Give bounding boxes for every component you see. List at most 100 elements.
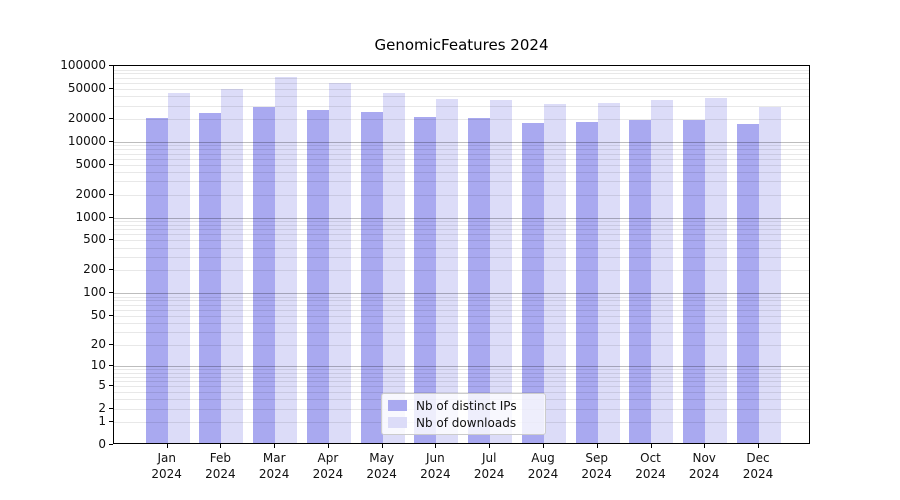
minor-gridline [114, 270, 809, 272]
y-tick-label: 50 [90, 307, 106, 322]
y-tick [109, 343, 113, 345]
chart-title: GenomicFeatures 2024 [374, 36, 549, 54]
bar-downloads-feb [221, 88, 244, 443]
y-tick [109, 407, 113, 409]
bar-downloads-jan [167, 92, 190, 443]
x-tick-label: Jun 2024 [420, 451, 451, 481]
x-tick [650, 444, 652, 448]
minor-gridline [114, 229, 809, 231]
y-tick-label: 200 [83, 262, 106, 277]
legend-swatch-distinct-ips-icon [388, 400, 407, 411]
minor-gridline [114, 300, 809, 302]
y-tick [109, 87, 113, 89]
bar-downloads-may [382, 92, 405, 443]
y-tick-label: 2 [98, 400, 106, 415]
x-tick-label: Apr 2024 [312, 451, 344, 481]
y-tick-label: 20 [90, 336, 106, 351]
minor-gridline [114, 194, 809, 196]
x-tick-label: May 2024 [366, 451, 397, 481]
bar-distinct-ips-aug [521, 123, 544, 443]
x-tick [220, 444, 222, 448]
y-tick [109, 444, 113, 445]
legend-item-downloads: Nb of downloads [386, 416, 541, 430]
minor-gridline [114, 376, 809, 378]
minor-gridline [114, 82, 809, 84]
y-tick-label: 2000 [75, 186, 106, 201]
x-tick [435, 444, 437, 448]
x-tick-label: Jul 2024 [473, 451, 505, 481]
minor-gridline [114, 372, 809, 374]
minor-gridline [114, 309, 809, 311]
x-tick [596, 444, 598, 448]
minor-gridline [114, 105, 809, 107]
bar-distinct-ips-apr [306, 109, 329, 443]
y-tick-label: 500 [83, 232, 106, 247]
x-tick-label: Nov 2024 [688, 451, 720, 481]
x-tick-label: Mar 2024 [258, 451, 290, 481]
minor-gridline [114, 158, 809, 160]
y-tick [109, 216, 113, 218]
legend: Nb of distinct IPs Nb of downloads [381, 393, 546, 435]
bar-distinct-ips-dec [736, 123, 759, 443]
minor-gridline [114, 149, 809, 151]
minor-gridline [114, 344, 809, 346]
x-tick [489, 444, 491, 448]
minor-gridline [114, 296, 809, 298]
minor-gridline [114, 315, 809, 317]
minor-gridline [114, 247, 809, 249]
minor-gridline [114, 145, 809, 147]
minor-gridline [114, 304, 809, 306]
major-gridline [114, 141, 809, 143]
x-tick [381, 444, 383, 448]
minor-gridline [114, 77, 809, 79]
minor-gridline [114, 153, 809, 155]
minor-gridline [114, 69, 809, 71]
major-gridline [114, 217, 809, 219]
bar-distinct-ips-oct [629, 120, 652, 443]
y-tick [109, 118, 113, 119]
bar-distinct-ips-sep [575, 122, 598, 443]
minor-gridline [114, 88, 809, 90]
y-tick [109, 385, 113, 386]
bar-distinct-ips-jul [468, 118, 491, 443]
y-tick-label: 100000 [60, 58, 106, 72]
x-tick [274, 444, 276, 448]
minor-gridline [114, 386, 809, 387]
bar-downloads-nov [705, 98, 728, 443]
minor-gridline [114, 369, 809, 371]
y-tick-label: 20000 [67, 111, 106, 125]
bar-downloads-dec [758, 106, 781, 443]
bar-downloads-apr [328, 82, 351, 443]
minor-gridline [114, 234, 809, 236]
y-tick [109, 269, 113, 271]
y-tick-label: 5 [98, 378, 106, 392]
x-tick [166, 444, 168, 448]
legend-item-distinct-ips: Nb of distinct IPs [386, 399, 541, 413]
y-tick-label: 10000 [67, 133, 106, 148]
minor-gridline [114, 221, 809, 222]
y-tick [109, 421, 113, 423]
x-tick [704, 444, 706, 448]
x-tick-label: Oct 2024 [635, 451, 666, 481]
bar-distinct-ips-jun [414, 117, 437, 443]
x-tick-label: Feb 2024 [205, 451, 236, 481]
minor-gridline [114, 240, 809, 242]
y-tick-label: 1 [98, 414, 106, 429]
bar-downloads-oct [651, 100, 674, 443]
y-tick [109, 65, 113, 66]
x-tick-label: Aug 2024 [527, 451, 559, 481]
y-tick-label: 10 [90, 358, 106, 373]
legend-label-downloads: Nb of downloads [416, 415, 517, 430]
x-tick-label: Jan 2024 [151, 451, 182, 481]
legend-swatch-downloads-icon [388, 417, 407, 428]
plot-area [113, 65, 810, 444]
y-tick-label: 50000 [67, 80, 106, 95]
x-tick [327, 444, 329, 448]
y-tick [109, 193, 113, 195]
y-tick [109, 163, 113, 165]
major-gridline [114, 366, 809, 368]
minor-gridline [114, 73, 809, 75]
y-tick-label: 100 [83, 285, 106, 300]
minor-gridline [114, 257, 809, 259]
y-tick [109, 239, 113, 241]
